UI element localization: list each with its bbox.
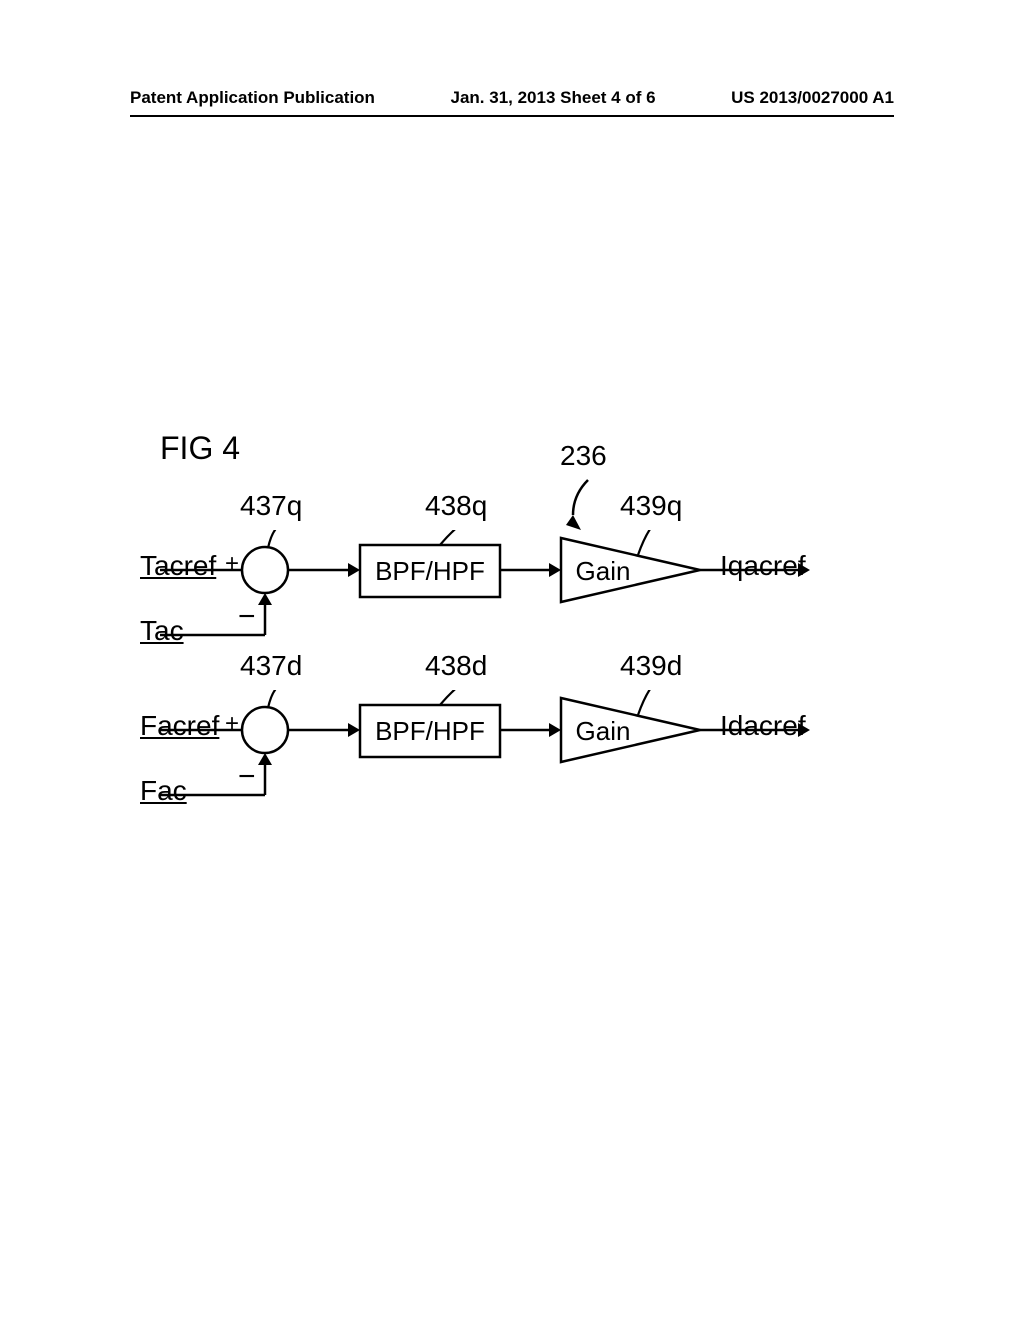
signal-path-q-svg: BPF/HPF Gain bbox=[160, 530, 840, 660]
signal-path-q: 437q 438q 439q Tacref Tac Iqacref + − BP… bbox=[160, 530, 840, 660]
filter-q-text: BPF/HPF bbox=[375, 556, 485, 586]
ref-label-439q: 439q bbox=[620, 490, 682, 522]
header-right: US 2013/0027000 A1 bbox=[731, 88, 894, 108]
header-rule bbox=[130, 115, 894, 117]
ref-label-439d: 439d bbox=[620, 650, 682, 682]
ref-label-236: 236 bbox=[560, 440, 607, 472]
gain-d-text: Gain bbox=[576, 716, 631, 746]
figure-4-diagram: FIG 4 236 437q 438q 439q Tacref Tac Iqac… bbox=[160, 430, 840, 830]
ref-label-438q: 438q bbox=[425, 490, 487, 522]
filter-d-text: BPF/HPF bbox=[375, 716, 485, 746]
ref-label-438d: 438d bbox=[425, 650, 487, 682]
leader-236 bbox=[563, 475, 613, 535]
header-center: Jan. 31, 2013 Sheet 4 of 6 bbox=[451, 88, 656, 108]
ref-label-437d: 437d bbox=[240, 650, 302, 682]
figure-title: FIG 4 bbox=[160, 430, 240, 467]
gain-q-text: Gain bbox=[576, 556, 631, 586]
signal-path-d-svg: BPF/HPF Gain bbox=[160, 690, 840, 820]
page-header: Patent Application Publication Jan. 31, … bbox=[130, 88, 894, 108]
header-left: Patent Application Publication bbox=[130, 88, 375, 108]
signal-path-d: 437d 438d 439d Facref Fac Idacref + − BP… bbox=[160, 690, 840, 820]
ref-label-437q: 437q bbox=[240, 490, 302, 522]
